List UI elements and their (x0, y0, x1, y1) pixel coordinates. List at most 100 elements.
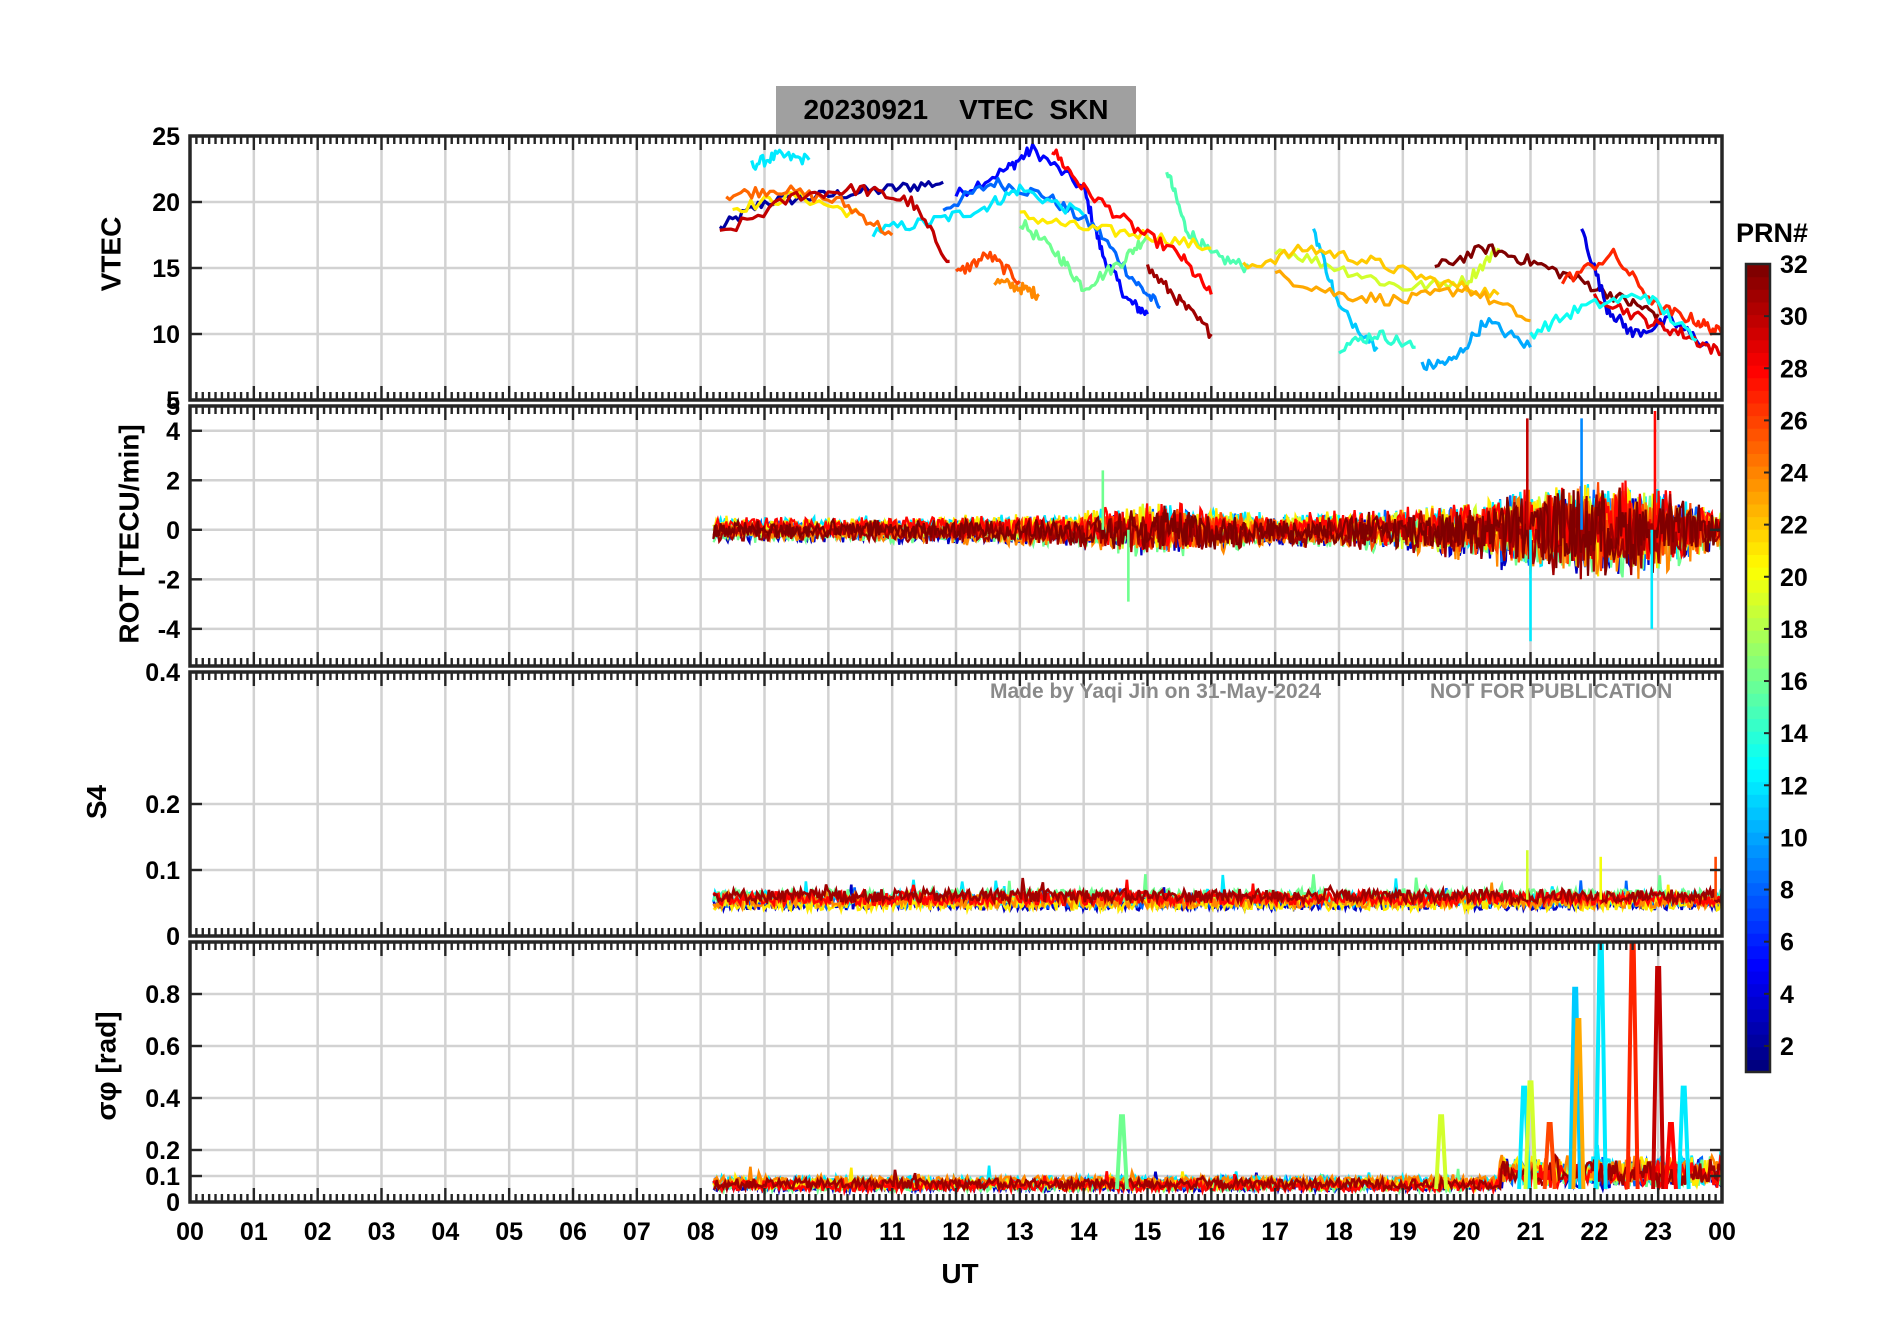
title-date: 20230921 (803, 94, 929, 125)
vtec-series-prn-22 (1242, 243, 1500, 299)
vtec-series-prn-21 (1019, 210, 1212, 252)
colorbar-title: PRN# (1736, 218, 1809, 248)
x-tick-label: 06 (559, 1218, 587, 1246)
colorbar-segment (1746, 428, 1770, 442)
colorbar-tick-label: 24 (1780, 460, 1808, 488)
colorbar-segment (1746, 781, 1770, 795)
colorbar-tick-label: 32 (1780, 251, 1808, 279)
colorbar-segment (1746, 655, 1770, 669)
x-tick-label: 00 (176, 1218, 204, 1246)
vtec-series-prn-14 (1338, 329, 1416, 355)
colorbar-segment (1746, 1008, 1770, 1023)
vtec-ylabel: VTEC (95, 216, 127, 292)
x-tick-label: 02 (304, 1218, 332, 1246)
rot-ytick-label: -2 (158, 566, 180, 594)
x-tick-label: 05 (495, 1218, 523, 1246)
rot-data (712, 410, 1722, 642)
sigma_phi-panel: 00.10.2 0.4 0.6 0.8 (145, 940, 1724, 1217)
colorbar-segment (1746, 832, 1770, 846)
colorbar-tick-label: 12 (1780, 772, 1808, 800)
colorbar-segment (1746, 1046, 1770, 1060)
x-tick-label: 18 (1325, 1218, 1353, 1246)
colorbar-tick-label: 26 (1780, 407, 1808, 435)
colorbar-segment (1746, 971, 1770, 985)
colorbar-tick-label: 22 (1780, 512, 1808, 540)
colorbar-segment (1746, 958, 1770, 972)
colorbar-segment (1746, 440, 1770, 454)
colorbar-segment (1746, 743, 1770, 757)
sigma-spike (1114, 1114, 1129, 1190)
vtec-ytick-label: 15 (152, 255, 180, 283)
sigma_phi-ytick-label: 0.8 (145, 981, 180, 1009)
x-tick-label: 17 (1261, 1218, 1289, 1246)
colorbar-segment (1746, 554, 1770, 568)
x-tick-label: 09 (751, 1218, 779, 1246)
sigma_phi-ytick-label: 0.1 (145, 1163, 180, 1191)
colorbar-tick-label: 18 (1780, 616, 1808, 644)
vtec-series-prn-28 (1051, 148, 1213, 295)
sigma-spike (1663, 1122, 1678, 1190)
rot-ytick-label: 0 (166, 517, 180, 545)
rot-ytick-label: -4 (158, 616, 180, 644)
sigma_phi-ytick-label: 0.6 (145, 1033, 180, 1061)
x-tick-label: 03 (368, 1218, 396, 1246)
colorbar-tick-label: 30 (1780, 303, 1808, 331)
colorbar-segment (1746, 1021, 1770, 1035)
colorbar-segment (1746, 806, 1770, 821)
sigma_phi-ytick-label: 0.4 (145, 1085, 180, 1113)
x-tick-label: 13 (1006, 1218, 1034, 1246)
vtec-ytick-label: 10 (152, 321, 180, 349)
chart-title: 20230921 VTEC SKN (776, 86, 1136, 134)
vtec-ytick-label: 20 (152, 189, 180, 217)
vtec-series-prn-12 (871, 183, 1085, 238)
vtec-series-prn-21 (732, 189, 862, 219)
vtec-series-prn-13 (1529, 292, 1698, 343)
s4-ytick-label: 0.2 (145, 791, 180, 819)
vtec-data (718, 142, 1722, 372)
vtec-series-prn-31 (1145, 264, 1213, 339)
colorbar-tick-label: 16 (1780, 668, 1808, 696)
colorbar-segment (1746, 541, 1770, 555)
colorbar-tick-label: 8 (1780, 877, 1794, 905)
x-tick-label: 21 (1517, 1218, 1545, 1246)
sigma-spike (1542, 1122, 1557, 1190)
vtec-series-prn-25 (725, 184, 894, 237)
colorbar-segment (1746, 693, 1770, 707)
x-tick-label: 15 (1134, 1218, 1162, 1246)
vtec-panel: 10 15 20 25 5 (152, 123, 1724, 415)
vtec-series-prn-19 (1274, 246, 1501, 292)
s4-ylabel: S4 (81, 784, 113, 820)
colorbar-segment (1746, 516, 1770, 530)
colorbar-frame (1744, 262, 1772, 1074)
x-tick-label: 11 (879, 1218, 906, 1246)
colorbar-segment (1746, 769, 1770, 783)
vtec-series-prn-24 (993, 277, 1040, 301)
x-tick-label: 23 (1644, 1218, 1672, 1246)
colorbar-segment (1746, 339, 1770, 353)
sigma_phi-ytick-label: 0.2 (145, 1137, 180, 1165)
sigma-spike (1676, 1085, 1691, 1190)
s4-data (712, 850, 1722, 916)
colorbar-tick-label: 10 (1780, 824, 1808, 852)
colorbar-segment (1746, 983, 1770, 997)
colorbar-segment (1746, 718, 1770, 732)
colorbar-segment (1746, 668, 1770, 682)
x-tick-label: 16 (1197, 1218, 1225, 1246)
colorbar-segment (1746, 503, 1770, 518)
colorbar-segment (1746, 895, 1770, 909)
colorbar-segment (1746, 365, 1770, 379)
colorbar-segment (1746, 705, 1770, 720)
x-tick-label: 20 (1453, 1218, 1481, 1246)
x-tick-label: 22 (1580, 1218, 1608, 1246)
colorbar-segment (1746, 478, 1770, 492)
sigma-spike (1571, 1018, 1586, 1190)
s4-ytick-label-bottom: 0 (166, 923, 180, 951)
s4-ytick-label: 0.4 (145, 659, 180, 687)
colorbar-segment (1746, 314, 1770, 328)
sigma-spike (1625, 942, 1640, 1190)
colorbar-segment (1746, 819, 1770, 833)
colorbar-segment (1746, 466, 1770, 480)
rot-panel: -4 -2 0 2 45 (158, 393, 1724, 668)
colorbar-segment (1746, 604, 1770, 619)
